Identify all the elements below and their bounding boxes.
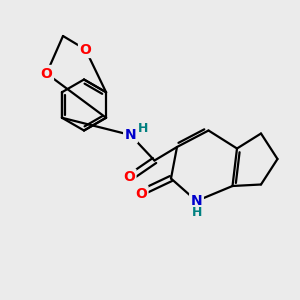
Text: O: O [40,67,52,80]
Text: O: O [135,187,147,200]
Text: O: O [123,170,135,184]
Text: O: O [80,43,92,56]
Text: N: N [191,194,202,208]
Text: N: N [125,128,136,142]
Text: H: H [138,122,148,135]
Text: H: H [192,206,202,219]
